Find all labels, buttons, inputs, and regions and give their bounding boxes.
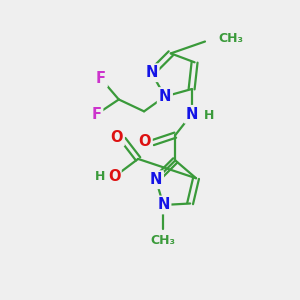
Text: H: H <box>95 170 105 183</box>
Text: N: N <box>145 65 158 80</box>
Text: CH₃: CH₃ <box>218 32 243 45</box>
Text: O: O <box>108 169 120 184</box>
Text: N: N <box>150 172 162 187</box>
Text: N: N <box>159 89 171 104</box>
Text: O: O <box>138 134 151 148</box>
Text: H: H <box>204 109 214 122</box>
Text: CH₃: CH₃ <box>151 234 176 247</box>
Text: N: N <box>157 197 170 212</box>
Text: O: O <box>110 130 123 145</box>
Text: F: F <box>92 107 101 122</box>
Text: N: N <box>185 107 198 122</box>
Text: F: F <box>96 71 106 86</box>
